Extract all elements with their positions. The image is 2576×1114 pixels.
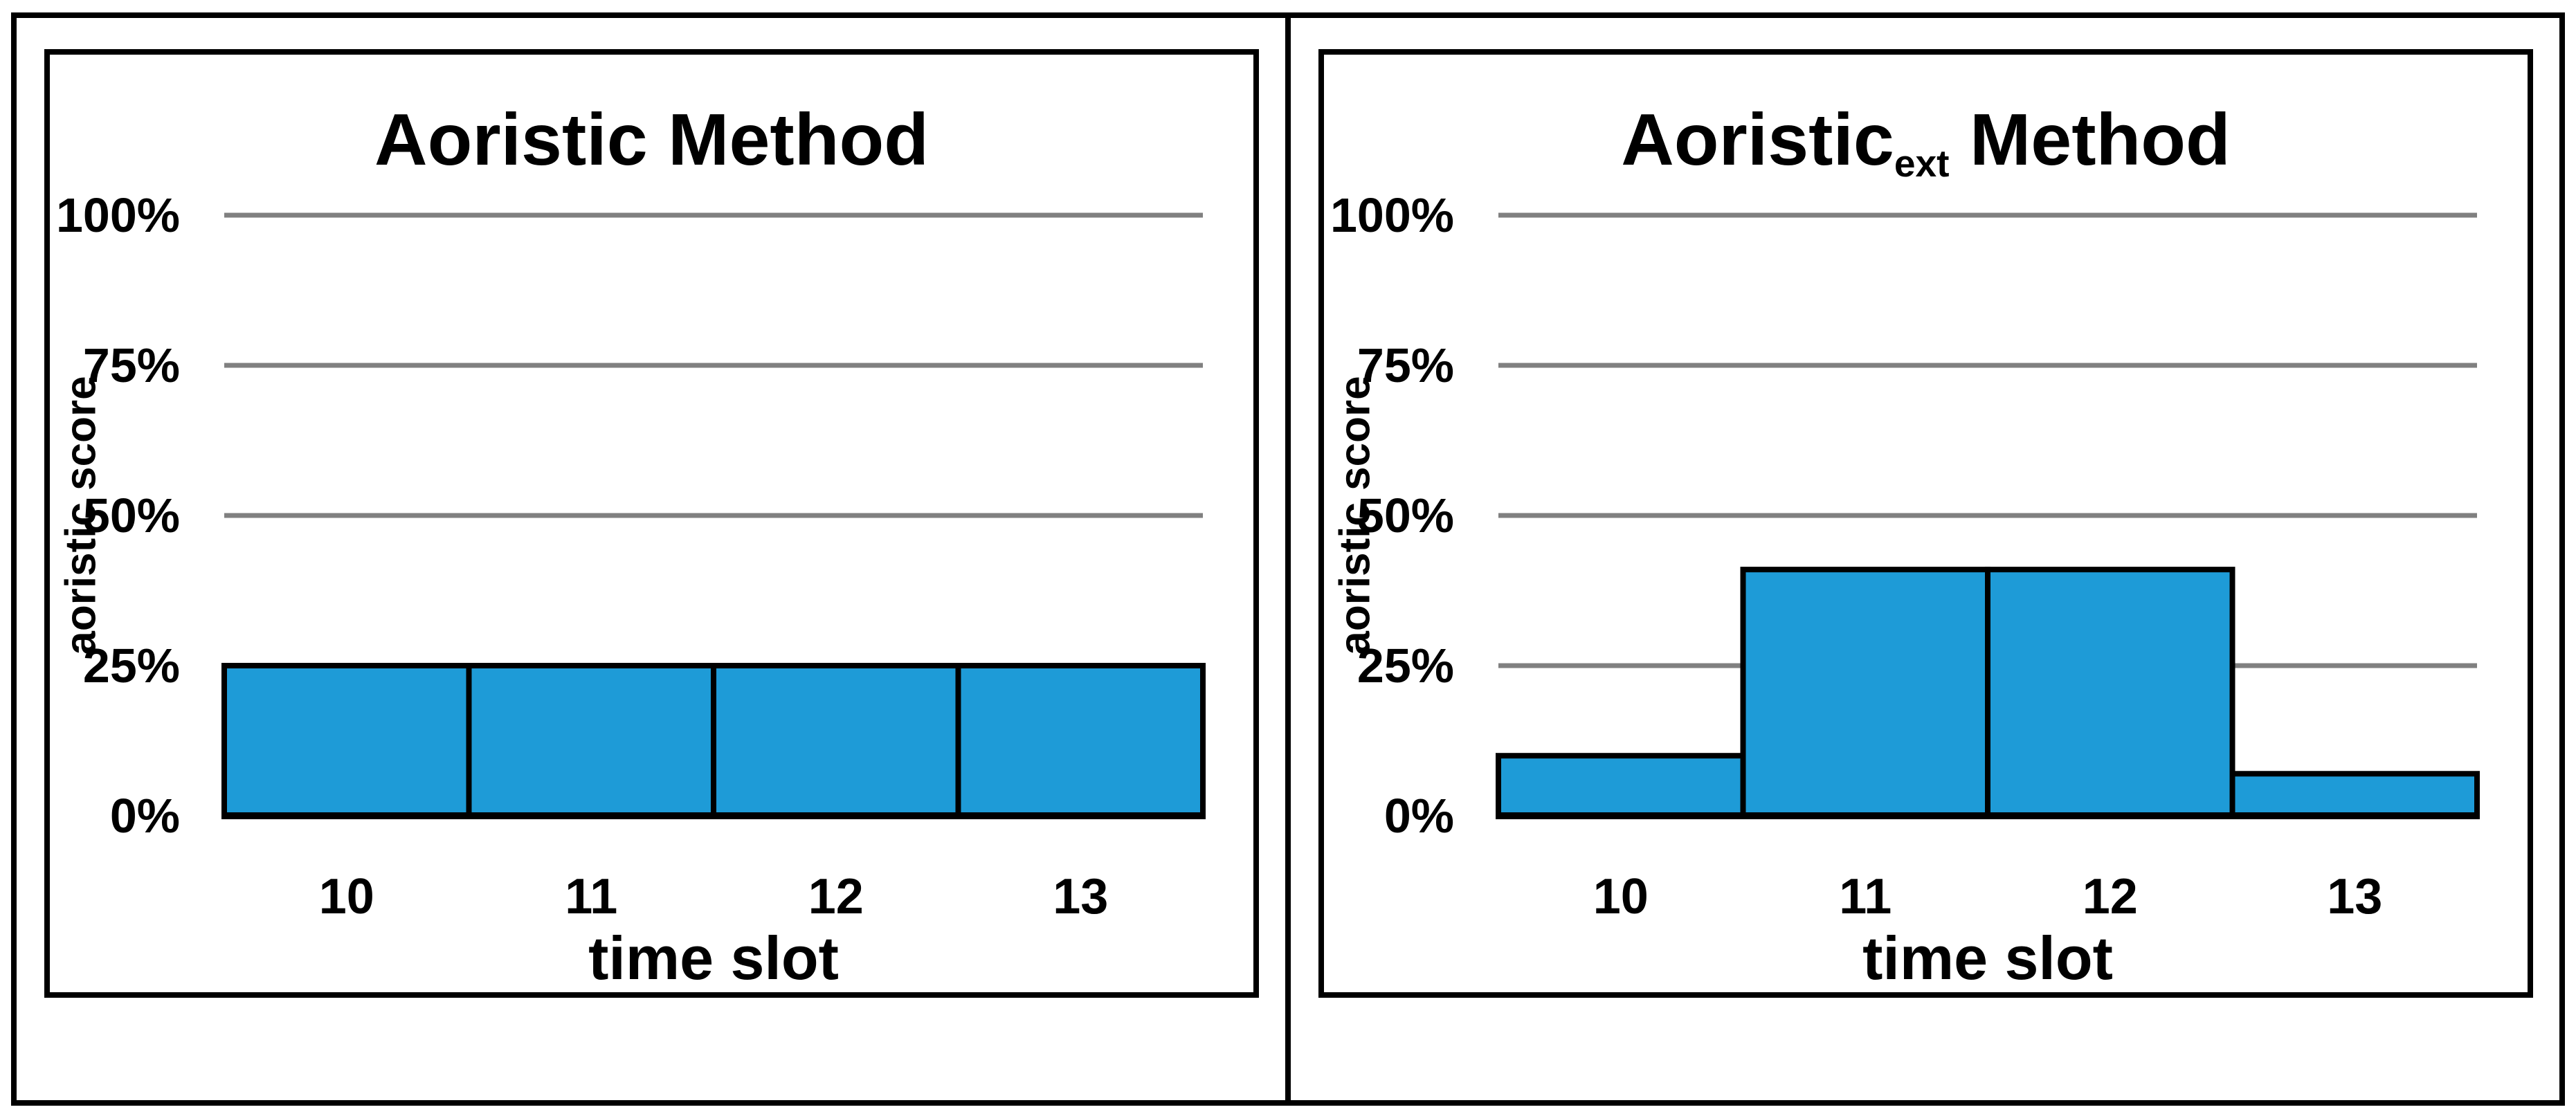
x-tick-label-10: 10 [318, 869, 374, 924]
y-tick-label-25: 25% [1357, 639, 1454, 693]
x-tick-label-13: 13 [2327, 869, 2383, 924]
x-tick-label-12: 12 [808, 869, 864, 924]
plot-canvas [221, 212, 1206, 819]
y-tick-label-0: 0% [1384, 789, 1454, 843]
x-tick-label-11: 11 [565, 869, 618, 924]
chart-title-subscript: ext [1894, 141, 1950, 185]
chart-title: Aoristicext Method [1324, 103, 2528, 182]
y-tick-label-25: 25% [82, 639, 180, 693]
plot-area [221, 212, 1206, 819]
y-tick-label-100: 100% [55, 188, 180, 242]
x-tick-label-11: 11 [1839, 869, 1892, 924]
chart-title: Aoristic Method [50, 103, 1253, 176]
y-tick-label-50: 50% [1357, 488, 1454, 542]
chart-frame-aoristic: Aoristic Method aoristic score 100% 75% 50… [44, 49, 1259, 998]
y-axis-ticks: 100% 75% 50% 25% 0% [50, 191, 180, 840]
bar-slot-10 [221, 663, 472, 819]
bar-slot-13 [955, 663, 1206, 819]
bar-slot-11 [466, 663, 716, 819]
y-tick-label-0: 0% [109, 789, 180, 843]
bar-slot-11 [1740, 567, 1990, 819]
chart-title-main: Aoristic [374, 99, 648, 181]
x-tick-label-13: 13 [1053, 869, 1109, 924]
bar-slot-12 [711, 663, 961, 819]
chart-title-rest: Method [1949, 99, 2231, 181]
y-tick-label-100: 100% [1330, 188, 1454, 242]
y-tick-label-75: 75% [82, 338, 180, 392]
x-tick-label-12: 12 [2082, 869, 2138, 924]
chart-title-rest: Method [647, 99, 929, 181]
bar-slot-13 [2229, 771, 2480, 819]
y-axis-ticks: 100% 75% 50% 25% 0% [1324, 191, 1454, 840]
x-tick-label-10: 10 [1593, 869, 1649, 924]
bar-slot-12 [1985, 567, 2235, 819]
chart-title-main: Aoristic [1621, 99, 1894, 181]
panel-aoristic-method: Aoristic Method aoristic score 100% 75% 50… [11, 12, 1291, 1106]
y-tick-label-50: 50% [82, 488, 180, 542]
y-tick-label-75: 75% [1357, 338, 1454, 392]
bar-slot-10 [1496, 753, 1746, 819]
plot-area [1496, 212, 2480, 819]
plot-canvas [1496, 212, 2480, 819]
chart-frame-aoristic-ext: Aoristicext Method aoristic score 100% 75… [1318, 49, 2533, 998]
x-axis-ticks: 10 11 12 13 [224, 872, 1203, 927]
x-axis-title: time slot [1862, 924, 2113, 992]
x-axis-ticks: 10 11 12 13 [1498, 872, 2477, 927]
panel-aoristic-ext-method: Aoristicext Method aoristic score 100% 75… [1285, 12, 2565, 1106]
x-axis-title: time slot [588, 924, 839, 992]
